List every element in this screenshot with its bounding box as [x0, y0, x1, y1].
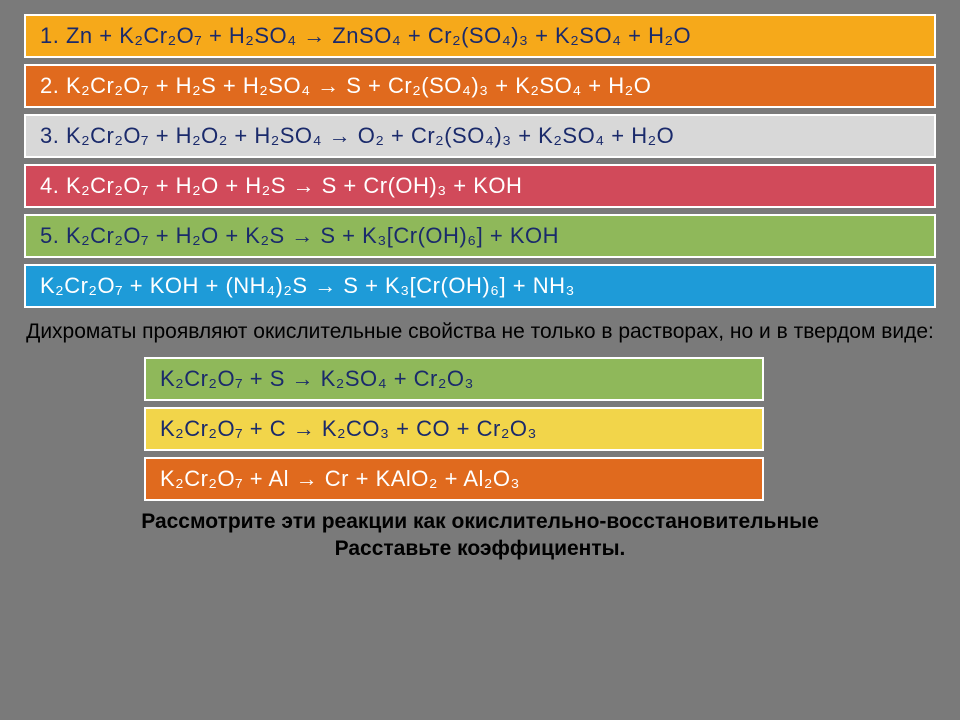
slide: 1. Zn + K₂Cr₂O₇ + H₂SO₄ → ZnSO₄ + Cr₂(SO…	[0, 0, 960, 720]
equation-row: K₂Cr₂O₇ + KOH + (NH₄)₂S → S + K₃[Cr(OH)₆…	[24, 264, 936, 308]
equation-row: 3. K₂Cr₂O₇ + H₂O₂ + H₂SO₄ → O₂ + Cr₂(SO₄…	[24, 114, 936, 158]
mid-text: Дихроматы проявляют окислительные свойст…	[24, 318, 936, 345]
equation-row: 4. K₂Cr₂O₇ + H₂O + H₂S → S + Cr(OH)₃ + K…	[24, 164, 936, 208]
equations-bottom: K₂Cr₂O₇ + S → K₂SO₄ + Cr₂O₃ K₂Cr₂O₇ + C →…	[24, 357, 936, 501]
footer-line1: Рассмотрите эти реакции как окислительно…	[24, 509, 936, 535]
equation-row: 2. K₂Cr₂O₇ + H₂S + H₂SO₄ → S + Cr₂(SO₄)₃…	[24, 64, 936, 108]
equation-row: K₂Cr₂O₇ + C → K₂CO₃ + CO + Cr₂O₃	[144, 407, 764, 451]
equation-row: K₂Cr₂O₇ + Al → Cr + KAlO₂ + Al₂O₃	[144, 457, 764, 501]
footer: Рассмотрите эти реакции как окислительно…	[24, 509, 936, 562]
equations-top: 1. Zn + K₂Cr₂O₇ + H₂SO₄ → ZnSO₄ + Cr₂(SO…	[24, 14, 936, 308]
footer-line2: Расставьте коэффициенты.	[24, 536, 936, 562]
equation-row: 5. K₂Cr₂O₇ + H₂O + K₂S → S + K₃[Cr(OH)₆]…	[24, 214, 936, 258]
equation-row: K₂Cr₂O₇ + S → K₂SO₄ + Cr₂O₃	[144, 357, 764, 401]
equation-row: 1. Zn + K₂Cr₂O₇ + H₂SO₄ → ZnSO₄ + Cr₂(SO…	[24, 14, 936, 58]
